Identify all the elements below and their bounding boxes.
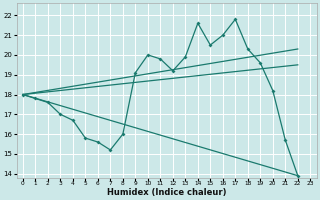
X-axis label: Humidex (Indice chaleur): Humidex (Indice chaleur)	[107, 188, 226, 197]
